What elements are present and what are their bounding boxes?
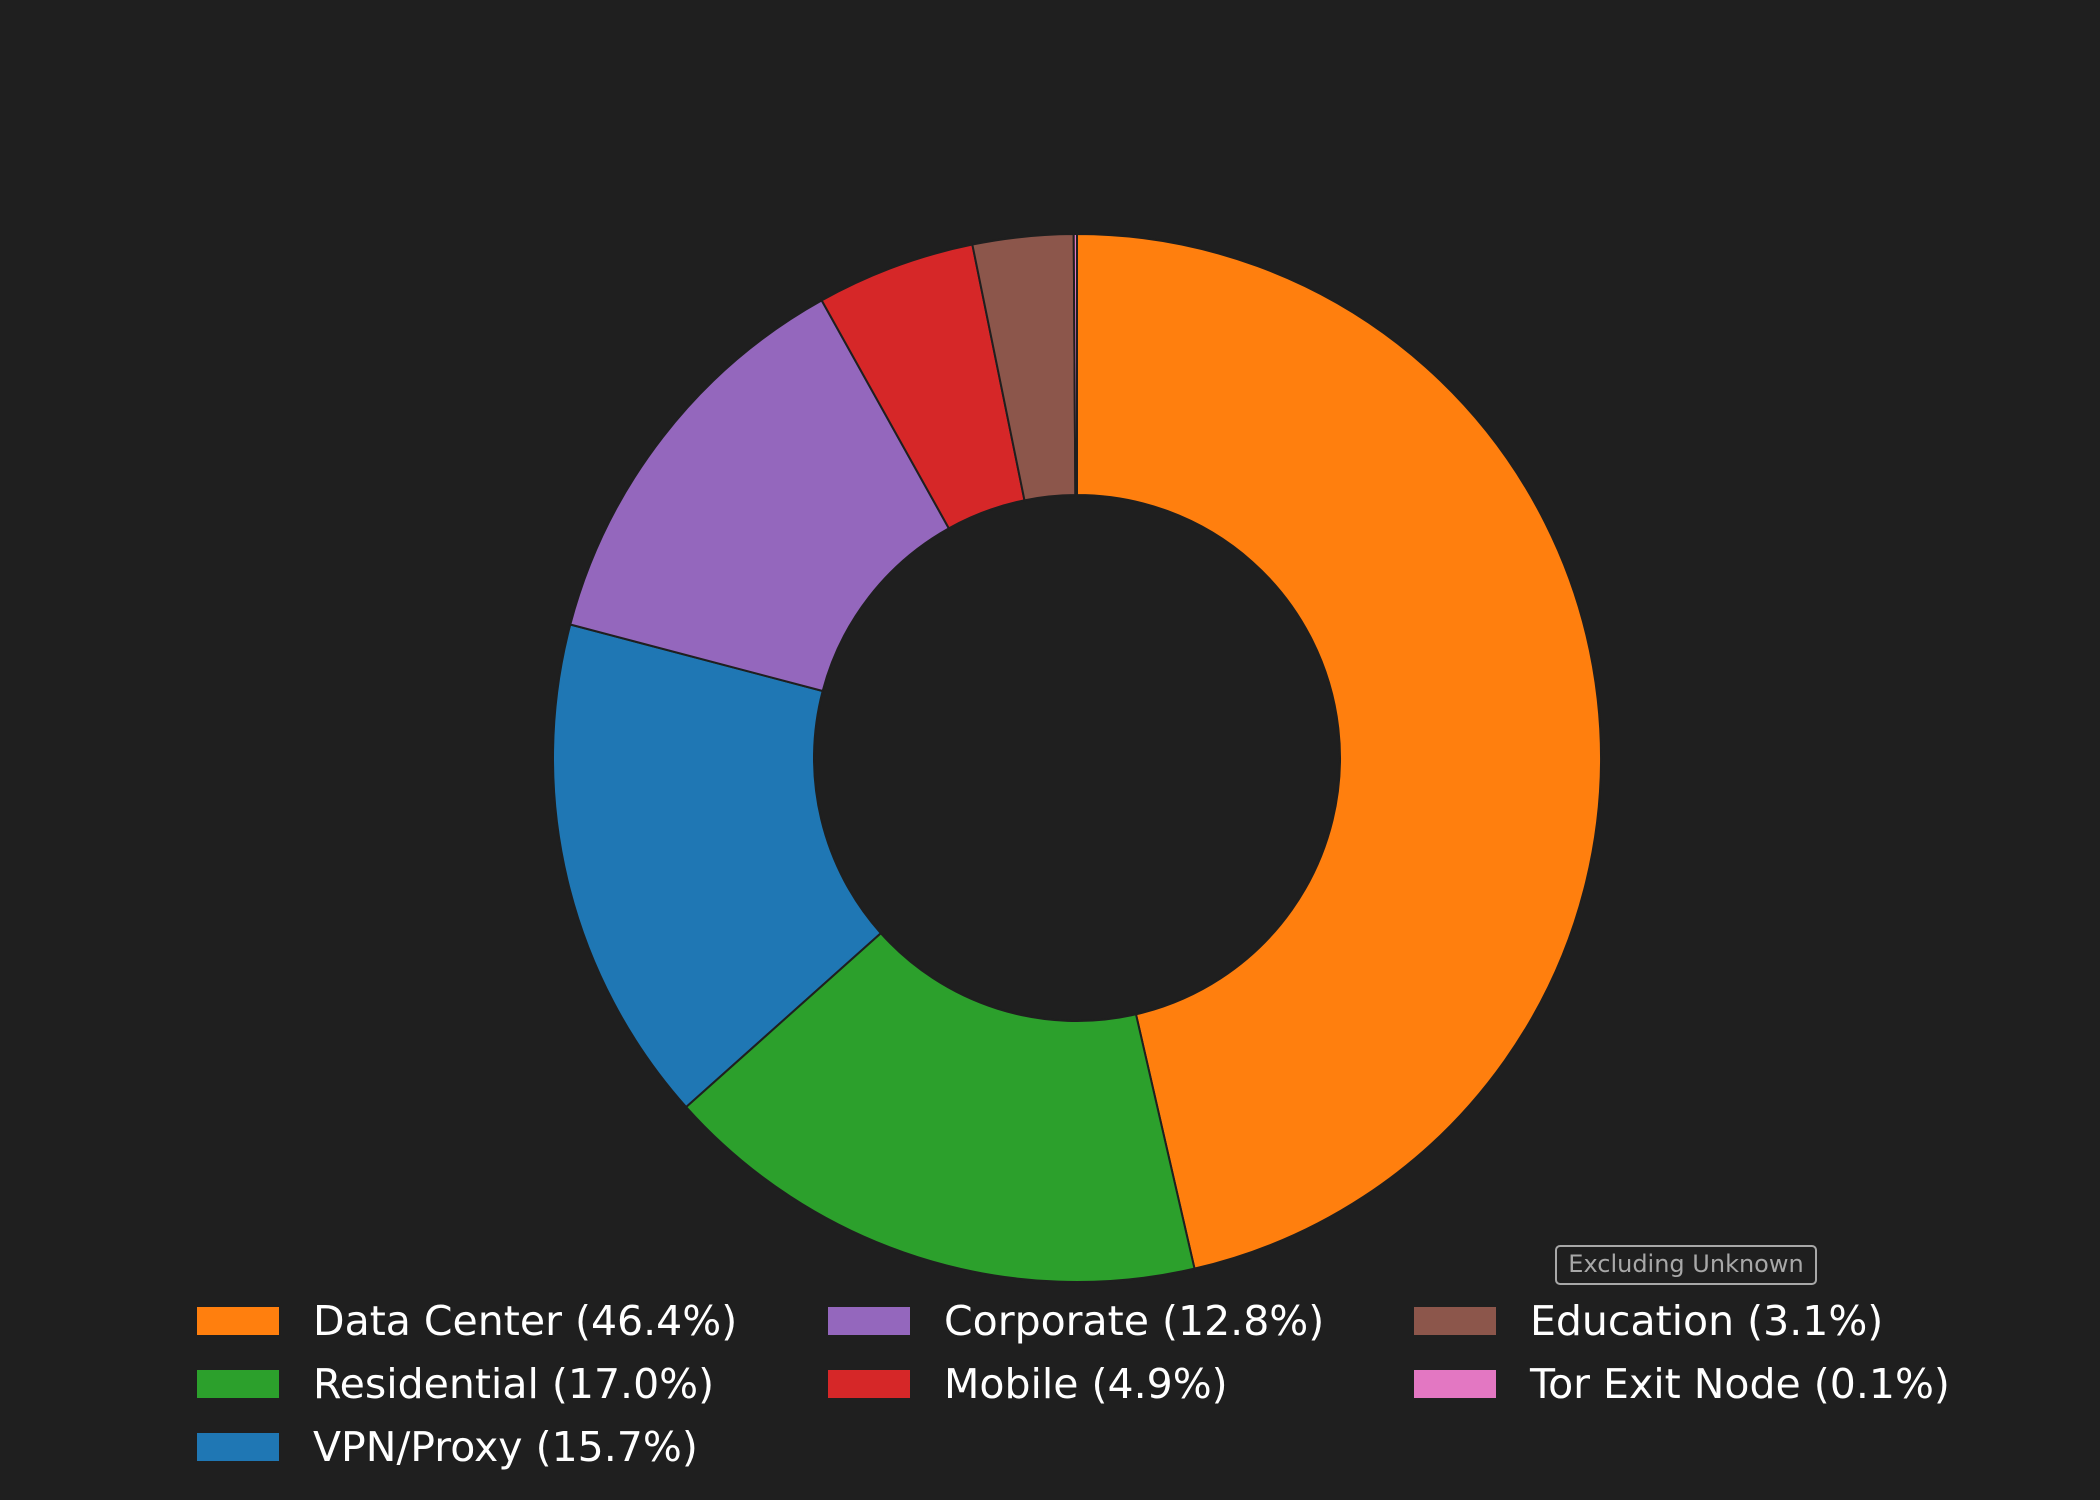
legend-swatch [197,1370,279,1398]
note-box [1555,1245,1817,1285]
legend-label: Residential (17.0%) [313,1360,714,1408]
slice-data-center [1076,232,1602,1270]
legend-swatch [1414,1370,1496,1398]
slice-residential [684,931,1196,1283]
legend: Data Center (46.4%) Residential (17.0%) VP… [197,1297,1950,1471]
legend-label: Mobile (4.9%) [944,1360,1228,1408]
legend-label: Tor Exit Node (0.1%) [1529,1360,1950,1408]
excluding-unknown-note: Excluding Unknown [1555,1245,1817,1285]
legend-swatch [197,1307,279,1335]
slice-corporate [569,299,951,693]
legend-label: Data Center (46.4%) [313,1297,737,1345]
legend-label: Education (3.1%) [1530,1297,1883,1345]
note-text: Excluding Unknown [1568,1250,1803,1278]
legend-label: VPN/Proxy (15.7%) [313,1423,698,1471]
slice-vpn-proxy [552,623,883,1109]
donut-slices [552,232,1602,1283]
slice-tor-exit-node [1072,232,1078,497]
legend-swatch [1414,1307,1496,1335]
legend-swatch [828,1370,910,1398]
legend-swatch [828,1307,910,1335]
legend-swatch [197,1433,279,1461]
legend-label: Corporate (12.8%) [944,1297,1324,1345]
